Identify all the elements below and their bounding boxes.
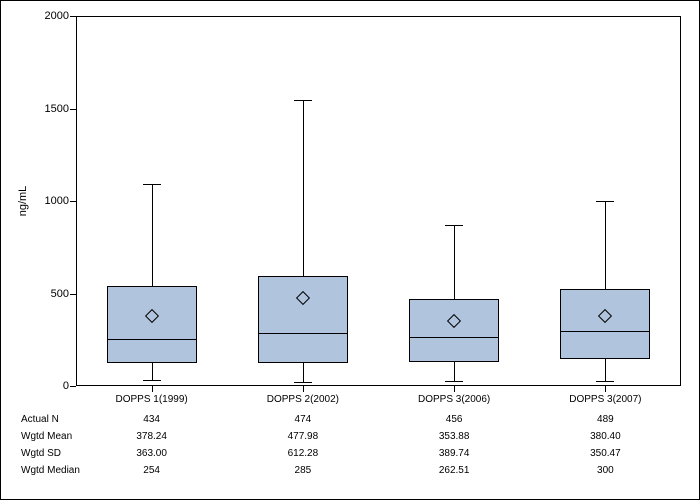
stat-cell: 489 <box>597 414 614 425</box>
x-tick <box>454 386 455 392</box>
x-category-label: DOPPS 1(1999) <box>115 394 187 405</box>
whisker-lower <box>454 362 455 381</box>
y-tick-label: 500 <box>31 288 69 300</box>
whisker-cap-lower <box>596 381 614 382</box>
whisker-cap-upper <box>294 100 312 101</box>
y-tick <box>70 16 76 17</box>
whisker-lower <box>303 363 304 382</box>
whisker-lower <box>152 363 153 381</box>
stat-row-label: Actual N <box>21 414 59 425</box>
median-line <box>409 337 499 338</box>
x-tick <box>303 386 304 392</box>
x-category-label: DOPPS 3(2007) <box>569 394 641 405</box>
x-tick <box>152 386 153 392</box>
y-tick-label: 2000 <box>31 10 69 22</box>
x-tick <box>605 386 606 392</box>
stat-cell: 477.98 <box>288 431 319 442</box>
stat-cell: 254 <box>143 465 160 476</box>
y-tick-label: 1000 <box>31 195 69 207</box>
stat-cell: 262.51 <box>439 465 470 476</box>
stat-cell: 363.00 <box>136 448 167 459</box>
stat-cell: 389.74 <box>439 448 470 459</box>
stat-cell: 380.40 <box>590 431 621 442</box>
stat-cell: 285 <box>295 465 312 476</box>
median-line <box>258 333 348 334</box>
whisker-cap-upper <box>596 201 614 202</box>
median-line <box>560 331 650 332</box>
whisker-upper <box>303 100 304 276</box>
stat-row-label: Wgtd Median <box>21 465 80 476</box>
stat-cell: 474 <box>295 414 312 425</box>
box <box>409 299 499 362</box>
y-axis-label: ng/mL <box>17 186 29 217</box>
y-tick-label: 1500 <box>31 103 69 115</box>
whisker-upper <box>152 184 153 286</box>
whisker-upper <box>454 225 455 299</box>
stat-cell: 612.28 <box>288 448 319 459</box>
y-tick <box>70 386 76 387</box>
median-line <box>107 339 197 340</box>
whisker-cap-upper <box>143 184 161 185</box>
y-tick <box>70 109 76 110</box>
whisker-upper <box>605 201 606 289</box>
stat-cell: 353.88 <box>439 431 470 442</box>
stat-row-label: Wgtd Mean <box>21 431 72 442</box>
whisker-cap-lower <box>294 382 312 383</box>
stat-cell: 350.47 <box>590 448 621 459</box>
y-tick <box>70 294 76 295</box>
y-tick <box>70 201 76 202</box>
stat-cell: 300 <box>597 465 614 476</box>
whisker-cap-lower <box>445 381 463 382</box>
stat-cell: 456 <box>446 414 463 425</box>
whisker-cap-lower <box>143 380 161 381</box>
box <box>107 286 197 363</box>
whisker-lower <box>605 359 606 381</box>
x-category-label: DOPPS 2(2002) <box>267 394 339 405</box>
box <box>560 289 650 359</box>
y-tick-label: 0 <box>31 380 69 392</box>
whisker-cap-upper <box>445 225 463 226</box>
box <box>258 276 348 364</box>
x-category-label: DOPPS 3(2006) <box>418 394 490 405</box>
stat-row-label: Wgtd SD <box>21 448 61 459</box>
stat-cell: 434 <box>143 414 160 425</box>
stat-cell: 378.24 <box>136 431 167 442</box>
